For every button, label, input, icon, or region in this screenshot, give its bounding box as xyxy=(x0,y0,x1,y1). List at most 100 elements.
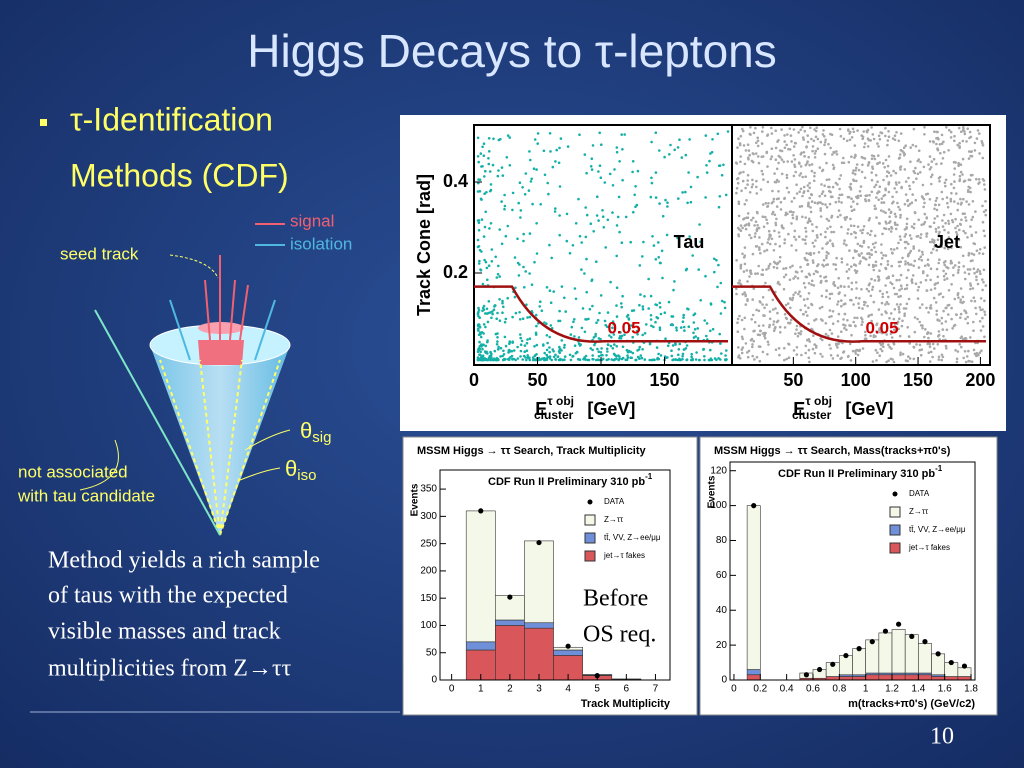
scatter-dot xyxy=(787,342,790,346)
scatter-dot xyxy=(643,358,647,361)
scatter-dot xyxy=(506,134,510,137)
scatter-dot xyxy=(819,352,822,356)
scatter-dot xyxy=(955,357,959,361)
scatter-dot xyxy=(812,252,816,255)
scatter-dot xyxy=(580,326,584,330)
scatter-dot xyxy=(694,358,698,361)
scatter-dot xyxy=(937,232,941,236)
scatter-dot xyxy=(545,348,549,352)
scatter-dot xyxy=(770,147,774,150)
scatter-dot xyxy=(868,314,871,317)
scatter-dot xyxy=(959,316,962,320)
scatter-dot xyxy=(763,332,766,336)
scatter-dot xyxy=(878,161,881,164)
scatter-dot xyxy=(737,233,740,236)
scatter-dot xyxy=(920,223,923,227)
scatter-dot xyxy=(578,133,581,136)
scatter-dot xyxy=(875,359,878,362)
scatter-dot xyxy=(854,153,857,157)
scatter-dot xyxy=(490,352,493,356)
scatter-dot xyxy=(842,350,846,353)
scatter-dot xyxy=(807,272,811,276)
scatter-dot xyxy=(488,170,492,173)
scatter-dot xyxy=(785,357,788,361)
scatter-dot xyxy=(504,344,508,348)
scatter-dot xyxy=(907,268,910,272)
legend-swatch xyxy=(584,550,596,562)
scatter-dot xyxy=(477,310,480,314)
scatter-dot xyxy=(942,140,945,144)
scatter-dot xyxy=(950,191,953,195)
scatter-dot xyxy=(942,261,946,264)
scatter-dot xyxy=(508,164,512,167)
x-label-part: E xyxy=(535,399,547,419)
scatter-dot xyxy=(746,212,750,215)
scatter-dot xyxy=(620,302,623,305)
scatter-dot xyxy=(757,161,761,165)
x-tick-label: 0 xyxy=(731,684,737,695)
scatter-dot xyxy=(905,283,909,287)
scatter-dot xyxy=(763,306,766,310)
x-tick-label: 2 xyxy=(507,684,513,695)
scatter-dot xyxy=(758,246,761,249)
scatter-dot xyxy=(762,225,766,229)
scatter-dot xyxy=(601,357,605,361)
scatter-dot xyxy=(865,287,869,291)
scatter-dot xyxy=(981,220,985,224)
scatter-dot xyxy=(952,324,956,328)
scatter-dot xyxy=(514,311,518,315)
scatter-dot xyxy=(958,228,961,232)
scatter-dot xyxy=(857,253,861,256)
scatter-dot xyxy=(895,190,898,194)
scatter-dot xyxy=(854,296,858,300)
scatter-dot xyxy=(756,272,759,275)
scatter-dot xyxy=(877,145,880,148)
scatter-dot xyxy=(554,160,557,163)
scatter-dot xyxy=(709,152,712,155)
scatter-dot xyxy=(649,314,653,317)
scatter-dot xyxy=(738,314,741,318)
scatter-dot xyxy=(952,266,955,269)
scatter-dot xyxy=(772,329,776,333)
scatter-dot xyxy=(595,321,598,325)
scatter-dot xyxy=(882,345,885,349)
scatter-dot xyxy=(881,342,885,346)
scatter-dot xyxy=(675,329,678,332)
scatter-dot xyxy=(638,303,641,307)
legend-entry: DATA xyxy=(604,497,625,506)
legend-swatch xyxy=(889,524,901,536)
scatter-dot xyxy=(836,320,840,323)
scatter-dot xyxy=(822,259,826,262)
hist-bar xyxy=(891,674,906,681)
scatter-dot xyxy=(925,216,928,220)
plot-frame xyxy=(731,124,991,366)
hist-bar xyxy=(891,629,906,674)
scatter-dot xyxy=(914,145,918,148)
scatter-dot xyxy=(698,223,701,226)
scatter-dot xyxy=(836,354,839,357)
cut-curve xyxy=(474,285,728,343)
scatter-dot xyxy=(643,295,646,298)
scatter-dot xyxy=(877,308,881,311)
scatter-dot xyxy=(782,160,785,164)
scatter-dot xyxy=(750,185,754,189)
scatter-dot xyxy=(746,183,749,186)
scatter-dot xyxy=(818,194,821,198)
scatter-dot xyxy=(965,200,968,203)
scatter-dot xyxy=(928,345,932,349)
scatter-dot xyxy=(525,349,529,353)
scatter-dot xyxy=(786,160,789,163)
scatter-dot xyxy=(962,265,965,268)
scatter-dot xyxy=(881,232,884,236)
scatter-dot xyxy=(795,324,799,328)
scatter-dot xyxy=(560,285,564,288)
scatter-dot xyxy=(766,353,769,356)
scatter-dot xyxy=(968,268,972,271)
y-tick-label: 0.2 xyxy=(443,262,468,282)
scatter-dot xyxy=(798,290,801,294)
scatter-dot xyxy=(763,334,766,338)
scatter-dot xyxy=(636,169,640,173)
scatter-dot xyxy=(964,277,967,281)
x-tick-label: 150 xyxy=(903,370,933,390)
scatter-dot xyxy=(887,135,891,139)
